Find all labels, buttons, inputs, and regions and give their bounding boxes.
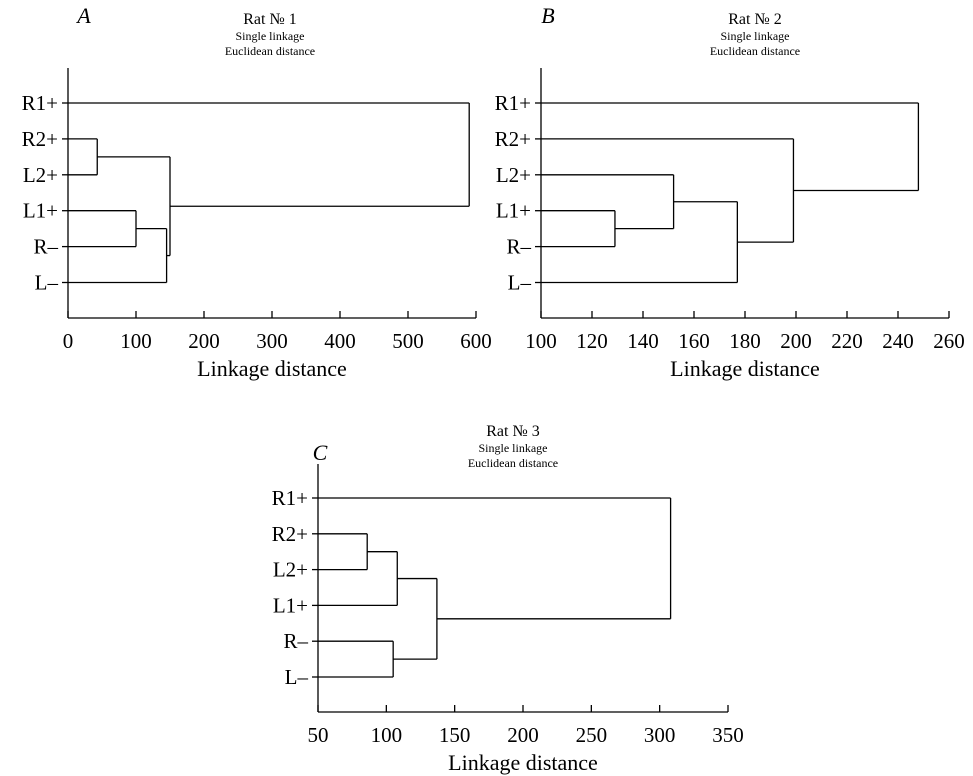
panel-letter: C bbox=[313, 440, 328, 465]
x-tick-label: 100 bbox=[120, 329, 152, 353]
leaf-label: L2+ bbox=[273, 558, 308, 582]
leaf-label: L2+ bbox=[496, 163, 531, 187]
leaf-label: L– bbox=[508, 271, 532, 295]
panel-letter: B bbox=[541, 3, 554, 28]
x-tick-label: 500 bbox=[392, 329, 424, 353]
leaf-label: R2+ bbox=[22, 127, 58, 151]
x-tick-label: 300 bbox=[644, 723, 676, 747]
chart-subtitle-distance: Euclidean distance bbox=[468, 456, 558, 470]
leaf-label: L1+ bbox=[23, 199, 58, 223]
leaf-label: L– bbox=[285, 665, 309, 689]
x-tick-label: 0 bbox=[63, 329, 74, 353]
x-tick-label: 200 bbox=[780, 329, 812, 353]
chart-title: Rat № 1 bbox=[243, 11, 296, 28]
chart-subtitle-linkage: Single linkage bbox=[236, 29, 305, 43]
leaf-label: L2+ bbox=[23, 163, 58, 187]
leaf-label: R1+ bbox=[22, 91, 58, 115]
leaf-label: L– bbox=[35, 271, 59, 295]
x-tick-label: 200 bbox=[507, 723, 539, 747]
leaf-label: L1+ bbox=[496, 199, 531, 223]
x-tick-label: 240 bbox=[882, 329, 914, 353]
leaf-label: R2+ bbox=[495, 127, 531, 151]
panel-letter: A bbox=[75, 3, 91, 28]
x-tick-label: 120 bbox=[576, 329, 608, 353]
chart-subtitle-distance: Euclidean distance bbox=[225, 44, 315, 58]
x-tick-label: 50 bbox=[308, 723, 329, 747]
x-tick-label: 180 bbox=[729, 329, 761, 353]
x-tick-label: 600 bbox=[460, 329, 492, 353]
leaf-label: R– bbox=[283, 629, 308, 653]
chart-subtitle-linkage: Single linkage bbox=[721, 29, 790, 43]
x-tick-label: 160 bbox=[678, 329, 710, 353]
chart-subtitle-linkage: Single linkage bbox=[479, 441, 548, 455]
leaf-label: R– bbox=[33, 235, 58, 259]
leaf-label: R2+ bbox=[272, 522, 308, 546]
x-tick-label: 100 bbox=[371, 723, 403, 747]
x-tick-label: 100 bbox=[525, 329, 557, 353]
leaf-label: L1+ bbox=[273, 593, 308, 617]
x-axis-label: Linkage distance bbox=[197, 356, 347, 381]
chart-title: Rat № 3 bbox=[486, 423, 539, 440]
leaf-label: R– bbox=[506, 235, 531, 259]
x-tick-label: 220 bbox=[831, 329, 863, 353]
x-tick-label: 300 bbox=[256, 329, 288, 353]
x-tick-label: 260 bbox=[933, 329, 965, 353]
x-tick-label: 400 bbox=[324, 329, 356, 353]
leaf-label: R1+ bbox=[495, 91, 531, 115]
leaf-label: R1+ bbox=[272, 486, 308, 510]
x-tick-label: 200 bbox=[188, 329, 220, 353]
x-axis-label: Linkage distance bbox=[448, 750, 598, 775]
chart-subtitle-distance: Euclidean distance bbox=[710, 44, 800, 58]
x-tick-label: 140 bbox=[627, 329, 659, 353]
x-tick-label: 350 bbox=[712, 723, 744, 747]
x-tick-label: 250 bbox=[576, 723, 608, 747]
chart-title: Rat № 2 bbox=[728, 11, 781, 28]
x-tick-label: 150 bbox=[439, 723, 471, 747]
x-axis-label: Linkage distance bbox=[670, 356, 820, 381]
